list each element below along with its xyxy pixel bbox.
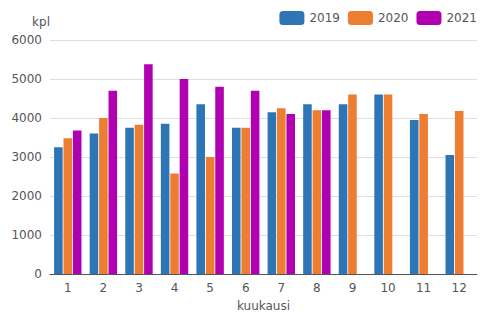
svg-text:1: 1 [64,281,72,295]
svg-text:4000: 4000 [11,111,42,125]
svg-text:3000: 3000 [11,150,42,164]
svg-text:11: 11 [416,281,431,295]
svg-text:2020: 2020 [378,11,409,25]
svg-text:2000: 2000 [11,189,42,203]
svg-text:kpl: kpl [32,15,50,29]
svg-text:10: 10 [380,281,395,295]
svg-text:2021: 2021 [446,11,477,25]
svg-text:6000: 6000 [11,33,42,47]
svg-text:4: 4 [171,281,179,295]
svg-text:2019: 2019 [309,11,340,25]
svg-text:3: 3 [135,281,143,295]
svg-text:9: 9 [349,281,357,295]
svg-text:kuukausi: kuukausi [237,299,290,313]
svg-text:7: 7 [277,281,285,295]
svg-text:5: 5 [206,281,214,295]
svg-text:12: 12 [452,281,467,295]
svg-text:0: 0 [34,267,42,281]
svg-text:2: 2 [100,281,108,295]
svg-text:5000: 5000 [11,72,42,86]
svg-text:1000: 1000 [11,228,42,242]
svg-text:8: 8 [313,281,321,295]
svg-text:6: 6 [242,281,250,295]
